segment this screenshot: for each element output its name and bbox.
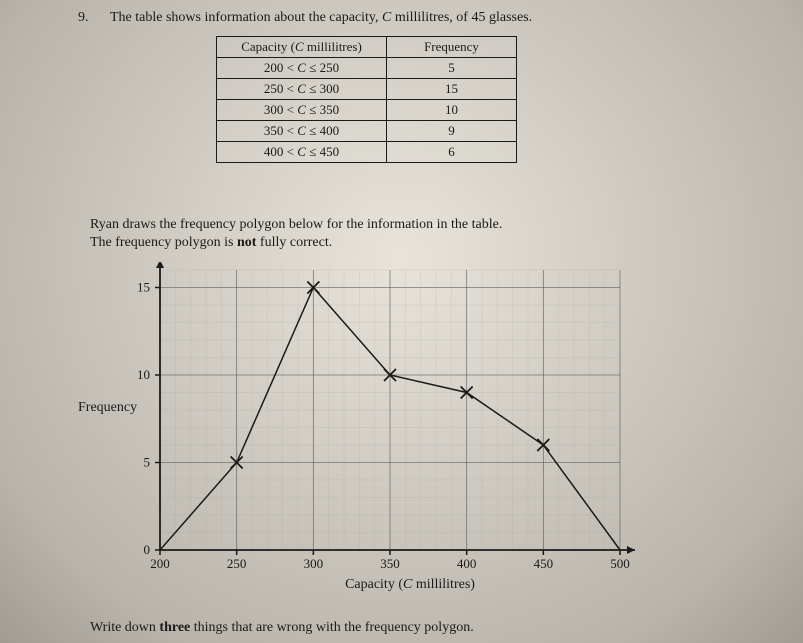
svg-text:250: 250 — [227, 556, 247, 571]
table-row: 400 < C ≤ 450 6 — [217, 142, 517, 163]
table-cell-freq: 10 — [387, 100, 517, 121]
svg-text:15: 15 — [137, 280, 150, 295]
instruction-pre: Write down — [90, 620, 159, 635]
table-header-capacity: Capacity (C millilitres) — [217, 37, 387, 58]
question-text: The table shows information about the ca… — [110, 10, 532, 26]
table-cell-range: 200 < C ≤ 250 — [217, 58, 387, 79]
table-cell-range: 350 < C ≤ 400 — [217, 121, 387, 142]
svg-text:500: 500 — [610, 556, 630, 571]
table-cell-range: 250 < C ≤ 300 — [217, 79, 387, 100]
table-header-frequency: Frequency — [387, 37, 517, 58]
question-text-post: millilitres, of 45 glasses. — [391, 10, 532, 25]
svg-text:10: 10 — [137, 367, 150, 382]
svg-text:0: 0 — [144, 542, 151, 557]
table-cell-freq: 5 — [387, 58, 517, 79]
table-cell-range: 400 < C ≤ 450 — [217, 142, 387, 163]
table-cell-freq: 9 — [387, 121, 517, 142]
question-number: 9. — [78, 10, 89, 26]
question-text-pre: The table shows information about the ca… — [110, 10, 382, 25]
table-row: 250 < C ≤ 300 15 — [217, 79, 517, 100]
question-text-var: C — [382, 10, 391, 25]
table-cell-freq: 15 — [387, 79, 517, 100]
para-line-1: Ryan draws the frequency polygon below f… — [90, 217, 502, 232]
table-cell-freq: 6 — [387, 142, 517, 163]
table-row: 350 < C ≤ 400 9 — [217, 121, 517, 142]
svg-text:200: 200 — [150, 556, 170, 571]
instruction-text: Write down three things that are wrong w… — [90, 620, 474, 636]
para-line-2-bold: not — [237, 235, 256, 250]
table-cell-range: 300 < C ≤ 350 — [217, 100, 387, 121]
frequency-polygon-chart: 200 250 300 350 400 450 500 0 5 10 15 Capacity (C m… — [90, 262, 690, 592]
frequency-table: Capacity (C millilitres) Frequency 200 <… — [216, 36, 517, 163]
svg-text:Capacity (C millilitres): Capacity (C millilitres) — [345, 577, 475, 592]
svg-text:400: 400 — [457, 556, 477, 571]
svg-text:350: 350 — [380, 556, 400, 571]
svg-text:300: 300 — [304, 556, 324, 571]
svg-text:450: 450 — [534, 556, 554, 571]
svg-text:5: 5 — [144, 455, 151, 470]
para-line-2-post: fully correct. — [256, 235, 332, 250]
instruction-post: things that are wrong with the frequency… — [190, 620, 473, 635]
table-row: 300 < C ≤ 350 10 — [217, 100, 517, 121]
para-line-2-pre: The frequency polygon is — [90, 235, 237, 250]
instruction-bold: three — [159, 620, 190, 635]
table-row: 200 < C ≤ 250 5 — [217, 58, 517, 79]
paragraph: Ryan draws the frequency polygon below f… — [90, 216, 502, 251]
